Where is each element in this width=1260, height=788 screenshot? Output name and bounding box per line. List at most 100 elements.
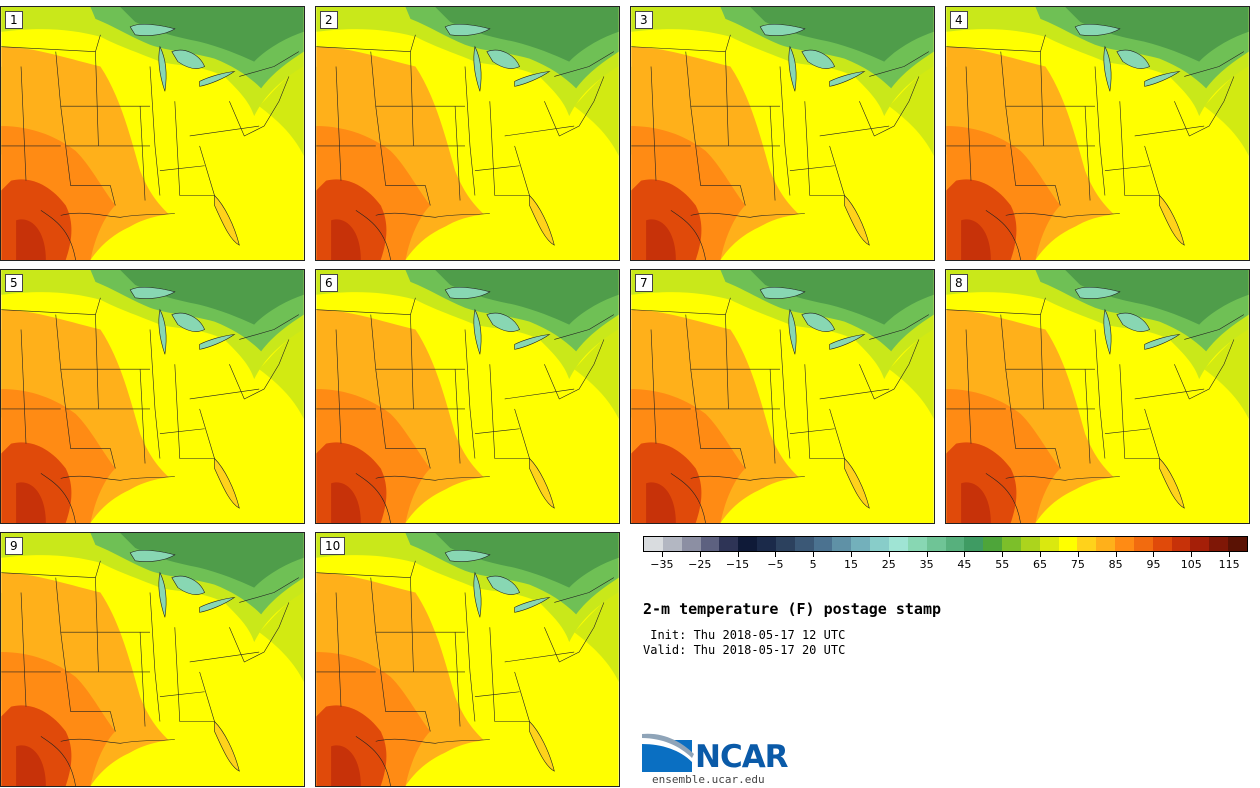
colorbar-tick-label: 85 [1108,558,1123,571]
colorbar-tick [1191,552,1193,557]
colorbar-cell [681,537,701,551]
colorbar-cell [926,537,946,551]
colorbar-tick-label: 75 [1070,558,1085,571]
panel-number: 7 [635,274,653,292]
map-panel: 4 [945,6,1250,261]
init-time: Init: Thu 2018-05-17 12 UTC [643,628,846,642]
colorbar-tick-label: 15 [843,558,858,571]
colorbar-cell [851,537,871,551]
temperature-map [631,270,934,523]
panel-number: 8 [950,274,968,292]
colorbar-cell [870,537,889,551]
map-panel: 3 [630,6,935,261]
colorbar-tick-label: −35 [650,558,674,571]
colorbar-tick [1002,552,1004,557]
panel-number: 6 [320,274,338,292]
colorbar-tick-label: 95 [1146,558,1161,571]
colorbar-tick [699,552,701,557]
colorbar-tick [661,552,663,557]
site-url: ensemble.ucar.edu [652,773,765,786]
valid-time: Valid: Thu 2018-05-17 20 UTC [643,643,846,657]
temperature-map [316,7,619,260]
map-panel: 10 [315,532,620,787]
colorbar-cell [964,537,984,551]
map-panel: 6 [315,269,620,524]
colorbar-tick-label: −25 [688,558,712,571]
colorbar-tick-label: 25 [881,558,896,571]
map-panel: 7 [630,269,935,524]
map-panel: 8 [945,269,1250,524]
colorbar-cell [1171,537,1191,551]
colorbar-tick [850,552,852,557]
colorbar-cell [1152,537,1172,551]
map-panel: 1 [0,6,305,261]
map-panel: 9 [0,532,305,787]
colorbar-tick-label: 115 [1218,558,1240,571]
colorbar-cell [1077,537,1097,551]
colorbar-cell [1096,537,1116,551]
colorbar-cell [1002,537,1021,551]
colorbar-tick-label: 105 [1180,558,1202,571]
colorbar-tick [1229,552,1231,557]
colorbar-tick [1040,552,1042,557]
colorbar-tick-label: −5 [767,558,784,571]
colorbar-tick [737,552,739,557]
colorbar-tick-label: 65 [1033,558,1048,571]
colorbar-tick-label: 5 [809,558,817,571]
colorbar-cell [1115,537,1134,551]
colorbar-cell [1209,537,1229,551]
temperature-map [1,270,304,523]
colorbar-tick [1115,552,1117,557]
colorbar-tick [813,552,815,557]
temperature-map [1,533,304,786]
temperature-map [316,270,619,523]
colorbar-tick [926,552,928,557]
colorbar-cell [888,537,908,551]
colorbar-cell [907,537,927,551]
colorbar-cell [738,537,758,551]
colorbar-tick [964,552,966,557]
panel-number: 4 [950,11,968,29]
colorbar-cell [662,537,682,551]
colorbar-cell [775,537,795,551]
colorbar-tick [1153,552,1155,557]
colorbar-tick [1077,552,1079,557]
logo-wordmark: NCAR [695,739,789,775]
figure-title: 2-m temperature (F) postage stamp [643,600,942,618]
colorbar-cell [719,537,739,551]
colorbar-cell [945,537,965,551]
colorbar [643,536,1248,552]
panel-number: 1 [5,11,23,29]
colorbar-tick [888,552,890,557]
colorbar-cell [757,537,776,551]
temperature-map [946,7,1249,260]
colorbar-cell [700,537,720,551]
colorbar-cell [794,537,814,551]
panel-number: 9 [5,537,23,555]
colorbar-cell [1228,537,1247,551]
colorbar-cell [832,537,852,551]
colorbar-cell [1190,537,1210,551]
colorbar-tick-label: 45 [957,558,972,571]
ncar-logo [642,733,694,772]
colorbar-cell [1058,537,1078,551]
colorbar-tick-label: 55 [995,558,1010,571]
panel-number: 3 [635,11,653,29]
temperature-map [1,7,304,260]
colorbar-tick-label: −15 [725,558,750,571]
temperature-map [631,7,934,260]
colorbar-cell [1133,537,1153,551]
panel-number: 10 [320,537,346,555]
colorbar-ticks: −35 −25 −15 −5 5 15 25 35 45 55 65 75 85 95 105 115 [643,552,1248,574]
temperature-map [316,533,619,786]
colorbar-cell [1039,537,1059,551]
colorbar-cell [1020,537,1040,551]
panel-number: 5 [5,274,23,292]
colorbar-cell [983,537,1003,551]
colorbar-tick [775,552,777,557]
colorbar-cell [813,537,833,551]
temperature-map [946,270,1249,523]
colorbar-cell [644,537,663,551]
colorbar-tick-label: 35 [919,558,934,571]
panel-number: 2 [320,11,338,29]
